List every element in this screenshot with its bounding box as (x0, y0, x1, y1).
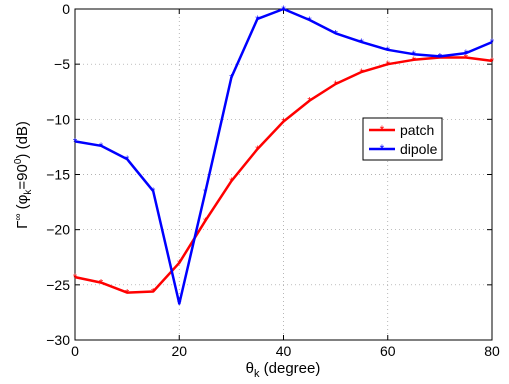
legend-label-patch: patch (400, 122, 434, 138)
data-point-patch: * (125, 288, 130, 300)
x-tick-label: 40 (276, 343, 292, 359)
data-point-patch: * (333, 79, 338, 91)
data-point-dipole: * (438, 51, 443, 63)
data-point-dipole: * (281, 4, 286, 16)
axis-ticks: 0 20 40 60 80 0 −5 −10 −15 −20 −25 −30 (46, 1, 500, 359)
grid (75, 9, 492, 340)
y-tick-label: −15 (46, 167, 70, 183)
data-point-dipole: * (229, 72, 234, 84)
data-point-dipole: * (255, 14, 260, 26)
data-point-dipole: * (203, 187, 208, 199)
data-point-patch: * (73, 272, 78, 284)
data-point-patch: * (386, 59, 391, 71)
data-point-patch: * (307, 96, 312, 108)
data-point-patch: * (177, 258, 182, 270)
data-point-patch: * (464, 53, 469, 65)
y-tick-label: 0 (62, 1, 70, 17)
series-line-patch (74, 56, 493, 294)
legend: * patch * dipole (362, 117, 443, 161)
legend-dipole-marker: * (380, 142, 385, 156)
series-group: * ** ********** * * * ** ************ * * ** (73, 4, 495, 311)
data-point-patch: * (360, 67, 365, 79)
data-point-dipole: * (386, 45, 391, 57)
data-point-dipole: * (412, 49, 417, 61)
data-point-dipole: * (177, 299, 182, 311)
x-axis-label: θk (degree) (246, 360, 321, 380)
data-point-patch: * (438, 53, 443, 65)
y-tick-label: −20 (46, 222, 70, 238)
data-point-patch: * (229, 176, 234, 188)
legend-patch-marker: * (380, 123, 385, 137)
x-tick-label: 20 (171, 343, 187, 359)
data-point-dipole: * (464, 48, 469, 60)
legend-box (362, 117, 443, 161)
data-point-patch: * (151, 286, 156, 298)
data-point-dipole: * (360, 37, 365, 49)
series-line-dipole (74, 7, 493, 305)
data-point-dipole: * (151, 186, 156, 198)
data-point-dipole: * (333, 28, 338, 40)
data-point-patch: * (412, 55, 417, 67)
data-point-patch: * (490, 56, 495, 68)
data-point-dipole: * (73, 136, 78, 148)
data-point-dipole: * (490, 37, 495, 49)
y-tick-label: −30 (46, 332, 70, 348)
legend-label-dipole: dipole (400, 141, 438, 157)
data-point-patch: * (281, 117, 286, 129)
data-point-patch: * (203, 216, 208, 228)
data-point-dipole: * (125, 154, 130, 166)
y-tick-label: −10 (46, 111, 70, 127)
data-point-patch: * (99, 278, 104, 290)
data-point-dipole: * (307, 15, 312, 27)
data-point-patch: * (255, 144, 260, 156)
x-tick-label: 80 (484, 343, 500, 359)
y-axis-label: Γ∞ (φk=900) (dB) (13, 121, 34, 229)
x-tick-label: 60 (380, 343, 396, 359)
y-tick-label: −25 (46, 277, 70, 293)
y-tick-label: −5 (54, 56, 70, 72)
x-tick-label: 0 (71, 343, 79, 359)
data-point-dipole: * (99, 141, 104, 153)
